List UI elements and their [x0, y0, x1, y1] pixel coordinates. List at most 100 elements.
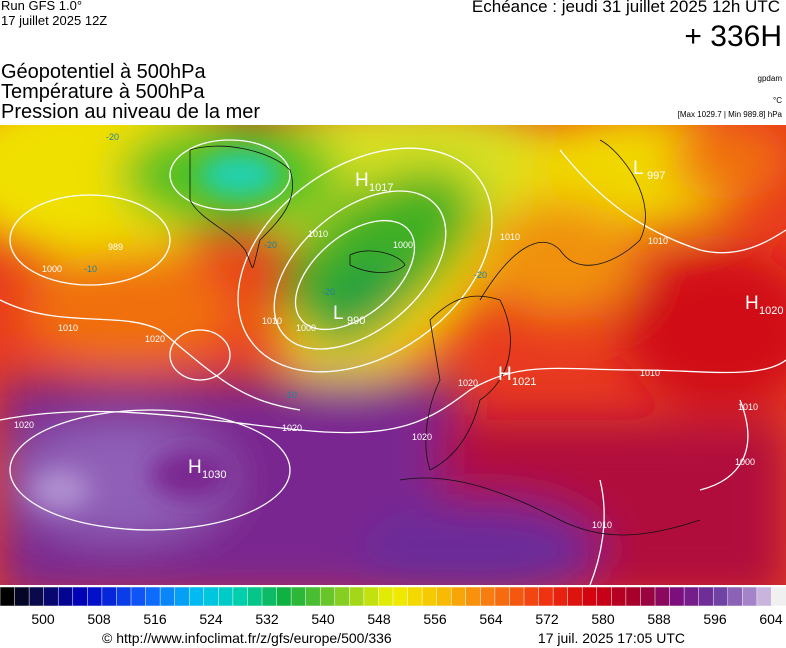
pressure-center-letter: H: [745, 293, 759, 314]
pressure-center-letter: L: [333, 303, 344, 324]
colorbar-cell: [436, 586, 452, 607]
colorbar-cell: [72, 586, 89, 607]
colorbar-cell: [611, 586, 627, 607]
colorbar-cell: [0, 586, 16, 607]
colorbar-cell: [683, 586, 700, 607]
colorbar-cell: [552, 586, 569, 607]
pressure-center-value: 1021: [512, 376, 536, 388]
range: [Max 1029.7 | Min 989.8] hPa: [677, 110, 782, 119]
colorbar-cell: [261, 586, 278, 607]
isobar-label: 1000: [393, 240, 413, 250]
colorbar-cell: [363, 586, 380, 607]
run: Run GFS 1.0°: [1, 0, 83, 13]
isobar-label: 1010: [262, 316, 282, 326]
colorbar-cell: [407, 586, 423, 607]
colorbar-cell: [538, 586, 554, 607]
colorbar-cell: [450, 586, 467, 607]
colorbar-cell: [465, 586, 482, 607]
colorbar-cell: [494, 586, 511, 607]
isobar-label: 1010: [500, 232, 520, 242]
colorbar-cell: [509, 586, 525, 607]
colorbar-label: 588: [647, 611, 671, 627]
pressure-center-value: 1017: [369, 182, 393, 194]
colorbar-cell: [276, 586, 292, 607]
colorbar-cell: [14, 586, 30, 607]
isobar-label: 1010: [648, 236, 668, 246]
isobar-label: 1010: [58, 323, 78, 333]
colorbar-cell: [727, 586, 744, 607]
isobar-label: 1000: [42, 264, 62, 274]
isobar-label: 1020: [14, 420, 34, 430]
pressure-center-letter: L: [633, 158, 644, 179]
colorbar-cell: [698, 586, 714, 607]
isobar-label: 1020: [282, 423, 302, 433]
colorbar-cell: [57, 586, 74, 607]
forecast: Echéance : jeudi 31 juillet 2025 12h UTC: [471, 0, 780, 16]
colorbar-cell: [712, 586, 729, 607]
colorbar-cell: [116, 586, 132, 607]
unit: °C: [773, 96, 782, 105]
colorbar-label: 524: [199, 611, 223, 627]
run-date: 17 juillet 2025 12Z: [1, 13, 108, 28]
colorbar-cell: [43, 586, 59, 607]
colorbar-cell: [247, 586, 263, 607]
temperature-label: -20: [264, 240, 277, 250]
isobar-label: 1020: [412, 432, 432, 442]
isobar-label: 1000: [735, 457, 755, 467]
pressure-center-letter: H: [355, 170, 369, 191]
colorbar-label: 596: [703, 611, 727, 627]
legend-line: Pression au niveau de la mer: [1, 101, 261, 123]
colorbar-cell: [28, 586, 45, 607]
isobar-label: 1010: [640, 368, 660, 378]
colorbar-cell: [232, 586, 249, 607]
lead-time: + 336H: [684, 20, 782, 53]
colorbar-cell: [640, 586, 656, 607]
colorbar-cell: [742, 586, 758, 607]
colorbar-cell: [145, 586, 161, 607]
isobar-label: 1010: [308, 229, 328, 239]
colorbar-cell: [480, 586, 496, 607]
colorbar-label: 500: [31, 611, 55, 627]
legend-line: Géopotentiel à 500hPa: [1, 61, 206, 83]
colorbar-cell: [625, 586, 642, 607]
colorbar-cell: [87, 586, 103, 607]
temperature-label: -20: [106, 132, 119, 142]
legend-line: Température à 500hPa: [1, 81, 205, 103]
colorbar-label: 532: [255, 611, 279, 627]
colorbar-cell: [334, 586, 351, 607]
colorbar-cell: [421, 586, 438, 607]
colorbar-cell: [159, 586, 176, 607]
unit: gpdam: [757, 74, 782, 83]
colorbar-cell: [669, 586, 685, 607]
colorbar-label: 580: [591, 611, 615, 627]
colorbar-cell: [203, 586, 220, 607]
isobar-label: 1020: [145, 334, 165, 344]
temperature-label: -10: [84, 264, 97, 274]
isobar-label: 1020: [458, 378, 478, 388]
colorbar-cell: [188, 586, 205, 607]
isobar-label: 1010: [592, 520, 612, 530]
colorbar-label: 508: [87, 611, 111, 627]
colorbar-cell: [305, 586, 321, 607]
pressure-center-value: 1020: [759, 305, 783, 317]
isobar-label: 989: [108, 242, 123, 252]
colorbar-cell: [654, 586, 671, 607]
isobars: [0, 139, 786, 585]
colorbar-label: 556: [423, 611, 447, 627]
colorbar-cell: [174, 586, 190, 607]
colorbar-cell: [101, 586, 118, 607]
colorbar-cell: [218, 586, 234, 607]
colorbar-label: 572: [535, 611, 559, 627]
pressure-center-value: 990: [347, 315, 365, 327]
footer-timestamp: 17 juil. 2025 17:05 UTC: [538, 630, 685, 646]
colorbar-cell: [567, 586, 583, 607]
colorbar-cell: [771, 586, 786, 607]
colorbar: 500 508 516 524 532 540 548 556 564 572 580 588 596 6…: [0, 586, 786, 627]
colorbar-cell: [378, 586, 394, 607]
colorbar-cell: [756, 586, 773, 607]
colorbar-label: 604: [759, 611, 783, 627]
colorbar-cell: [523, 586, 540, 607]
temperature-label: -20: [322, 287, 335, 297]
